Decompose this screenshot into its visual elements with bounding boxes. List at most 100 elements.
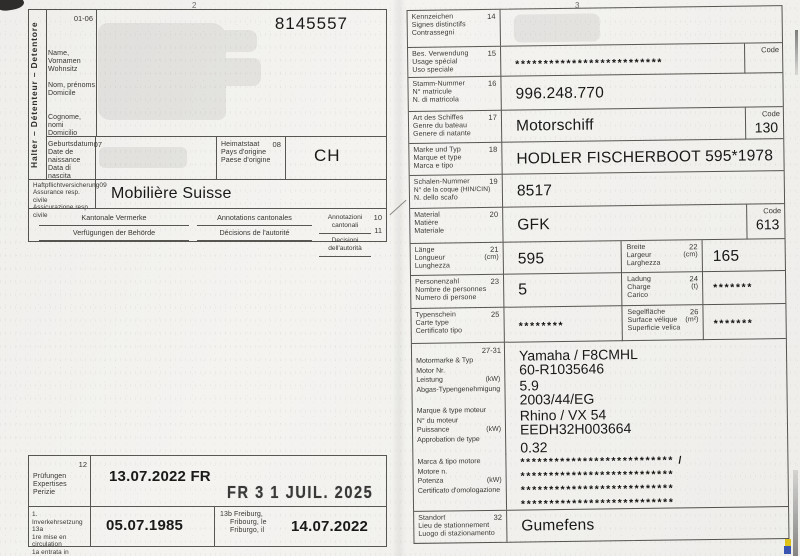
first-circulation-label-it: 1a entrata in circolazione bbox=[32, 548, 69, 556]
make-type-label-cell: Marke und Typ 18 Marque et type Marca e t… bbox=[409, 142, 503, 176]
field-number: 18 bbox=[488, 144, 498, 154]
issue-date-value: 14.07.2022 bbox=[291, 518, 369, 535]
location-label-it: Luogo di stazionamento bbox=[418, 529, 495, 538]
insurance-label-it: Assicurazione resp. civile bbox=[33, 204, 90, 219]
nationality-value: CH bbox=[314, 146, 341, 165]
field-number: 24 bbox=[689, 274, 699, 284]
insurance-label-cell: Haftpflichtversicherung09 Assurance resp… bbox=[29, 180, 107, 219]
hull-number-label-cell: Schalen-Nummer 19 N° de la coque (HIN/CIN… bbox=[409, 174, 504, 209]
motor-fr-number-value: EEDH32H003664 bbox=[519, 420, 632, 438]
field-number: 19 bbox=[489, 176, 498, 186]
owner-label-it1: Cognome, nomi bbox=[48, 114, 82, 129]
width-label-de: Breite bbox=[626, 243, 646, 252]
hull-no-label-it: N. dello scafo bbox=[413, 194, 458, 202]
plate-label-it: Contrassegni bbox=[411, 29, 455, 37]
type-certificate-label-cell: Typenschein 25 Carte type Certificato tip… bbox=[411, 307, 505, 344]
insurance-label-fr: Assurance resp. civile bbox=[33, 189, 80, 204]
inspection-date-stamp: FR 3 1 JUIL. 2025 bbox=[227, 482, 374, 502]
field-number: 01-06 bbox=[73, 14, 93, 23]
document-serial-number: 8145557 bbox=[274, 14, 348, 33]
scan-edge-artifact bbox=[793, 470, 798, 556]
annotations-header-fr-line2: Décisions de l'autorité bbox=[197, 229, 312, 241]
first-circulation-value: 05.07.1985 bbox=[106, 517, 184, 534]
type-cert-label-it: Certificato tipo bbox=[415, 327, 463, 335]
field-number: 27-31 bbox=[481, 345, 502, 356]
field-number: 10 bbox=[373, 213, 382, 222]
code-label: Code bbox=[761, 109, 780, 119]
motor-it-label3: Potenza bbox=[417, 477, 444, 485]
field-number: 14 bbox=[487, 11, 496, 21]
issue-place-label-de: 13b Freiburg, bbox=[220, 511, 263, 518]
location-value: Gumefens bbox=[521, 516, 595, 535]
type-cert-label-de: Typenschein bbox=[415, 311, 456, 319]
special-use-label-it: Uso speciale bbox=[412, 66, 454, 74]
holder-section-box: Halter – Détenteur – Detentore 01-06 Nam… bbox=[28, 9, 387, 257]
motor-it-label-cell: Marca & tipo motore Motore n. Potenza (kW… bbox=[413, 453, 508, 511]
motor-fr-label3: Puissance bbox=[416, 426, 450, 434]
owner-label-de2: Wohnsitz bbox=[48, 66, 78, 73]
material-value: GFK bbox=[517, 216, 550, 234]
load-label-it: Carico bbox=[627, 291, 649, 300]
owner-label-fr1: Nom, prénoms bbox=[48, 82, 96, 89]
holder-strip-label: Halter – Détenteur – Detentore bbox=[29, 21, 39, 168]
motor-de-emissions-value: 2003/44/EG bbox=[519, 390, 595, 408]
code-label: Code bbox=[763, 206, 782, 216]
first-circulation-label-fr: 1re mise en circulation bbox=[32, 533, 67, 549]
special-use-label-cell: Bes. Verwendung 15 Usage spécial Uso spec… bbox=[408, 46, 502, 78]
field-number: 12 bbox=[78, 460, 87, 469]
motor-it-power-value: *************************** bbox=[520, 482, 675, 497]
persons-value: 5 bbox=[518, 281, 528, 299]
scan-corner-mark bbox=[0, 0, 25, 12]
load-label-cell: Ladung 24 Charge (t) Carico bbox=[620, 272, 704, 307]
annotations-header-fr: Annotations cantonales Décisions de l'au… bbox=[197, 214, 312, 244]
boat-type-code-box: Code 130 bbox=[744, 107, 784, 140]
birthdate-label-de: Geburtsdatum bbox=[48, 141, 94, 148]
nationality-label-it: Paese d'origine bbox=[221, 157, 271, 164]
motor-it-label4: Certificato d'omologazione bbox=[417, 486, 501, 495]
annotations-header-de-line1: Kantonale Vermerke bbox=[39, 214, 189, 226]
issue-place-label-it: Friburgo, il bbox=[230, 527, 265, 534]
birthdate-label-cell: Geburtsdatum 07 Date de naissance Data di… bbox=[46, 137, 102, 180]
type-certificate-value: ******** bbox=[518, 319, 565, 333]
issue-place-label-fr: Fribourg, le bbox=[230, 519, 267, 526]
material-code-box: Code 613 bbox=[746, 204, 785, 240]
inspections-section-box: 12 Prüfungen Expertises Perizie 13.07.20… bbox=[28, 455, 387, 556]
material-label-cell: Material 20 Matière Materiale bbox=[410, 207, 504, 244]
holder-vertical-strip: Halter – Détenteur – Detentore bbox=[29, 10, 47, 179]
motor-label-cell: 27-31 Motormarke & Typ Motor Nr. Leistun… bbox=[411, 342, 507, 456]
field-number: 32 bbox=[493, 512, 503, 522]
page-fold-shadow bbox=[392, 0, 406, 556]
width-value: 165 bbox=[712, 247, 740, 266]
boat-type-value: Motorschiff bbox=[515, 116, 594, 135]
material-label-it: Materiale bbox=[414, 227, 445, 235]
motor-de-number-value: 60-R1035646 bbox=[519, 360, 605, 378]
registration-number-value: 996.248.770 bbox=[515, 84, 605, 103]
length-unit: (cm) bbox=[484, 253, 499, 261]
field-number: 22 bbox=[689, 242, 698, 252]
persons-label-cell: Personenzahl 23 Nombre de personnes Numer… bbox=[410, 274, 505, 309]
load-unit: (t) bbox=[691, 283, 699, 291]
nationality-label-cell: Heimatstaat 08 Pays d'origine Paese d'ori… bbox=[216, 137, 286, 180]
annotations-header-it-line2: Decisioni dell'autorità bbox=[319, 237, 371, 257]
registration-number-label-cell: Stamm-Nummer 16 N° matricule N. di matric… bbox=[408, 76, 502, 112]
birthdate-label-it: Data di nascita bbox=[48, 165, 71, 180]
motor-de-label4: Abgas-Typengenehmigung bbox=[416, 385, 501, 394]
redacted-owner-block-arm bbox=[211, 58, 261, 86]
location-label-cell: Standort 32 Lieu de stationnement Luogo d… bbox=[414, 510, 508, 544]
boat-type-code-value: 130 bbox=[754, 119, 779, 136]
scan-edge-artifact bbox=[795, 30, 798, 75]
motor-de-kw-unit: (kW) bbox=[485, 375, 501, 383]
inspections-label-de: Prüfungen bbox=[33, 473, 67, 480]
material-code-value: 613 bbox=[755, 216, 780, 233]
code-label: Code bbox=[761, 45, 780, 55]
motor-it-kw-unit: (kW) bbox=[486, 476, 502, 484]
field-number: 11 bbox=[374, 226, 382, 235]
field-number: 17 bbox=[488, 112, 497, 122]
load-value: ******* bbox=[713, 281, 754, 295]
sail-area-unit: (m²) bbox=[685, 316, 699, 324]
make-type-label-it: Marca e tipo bbox=[413, 162, 454, 170]
reg-no-label-it: N. di matricola bbox=[412, 96, 459, 104]
annotations-header-fr-line1: Annotations cantonales bbox=[197, 214, 312, 226]
length-label-cell: Länge 21 Longueur (cm) Lunghezza bbox=[410, 242, 504, 276]
owner-label-fr2: Domicile bbox=[48, 90, 76, 97]
